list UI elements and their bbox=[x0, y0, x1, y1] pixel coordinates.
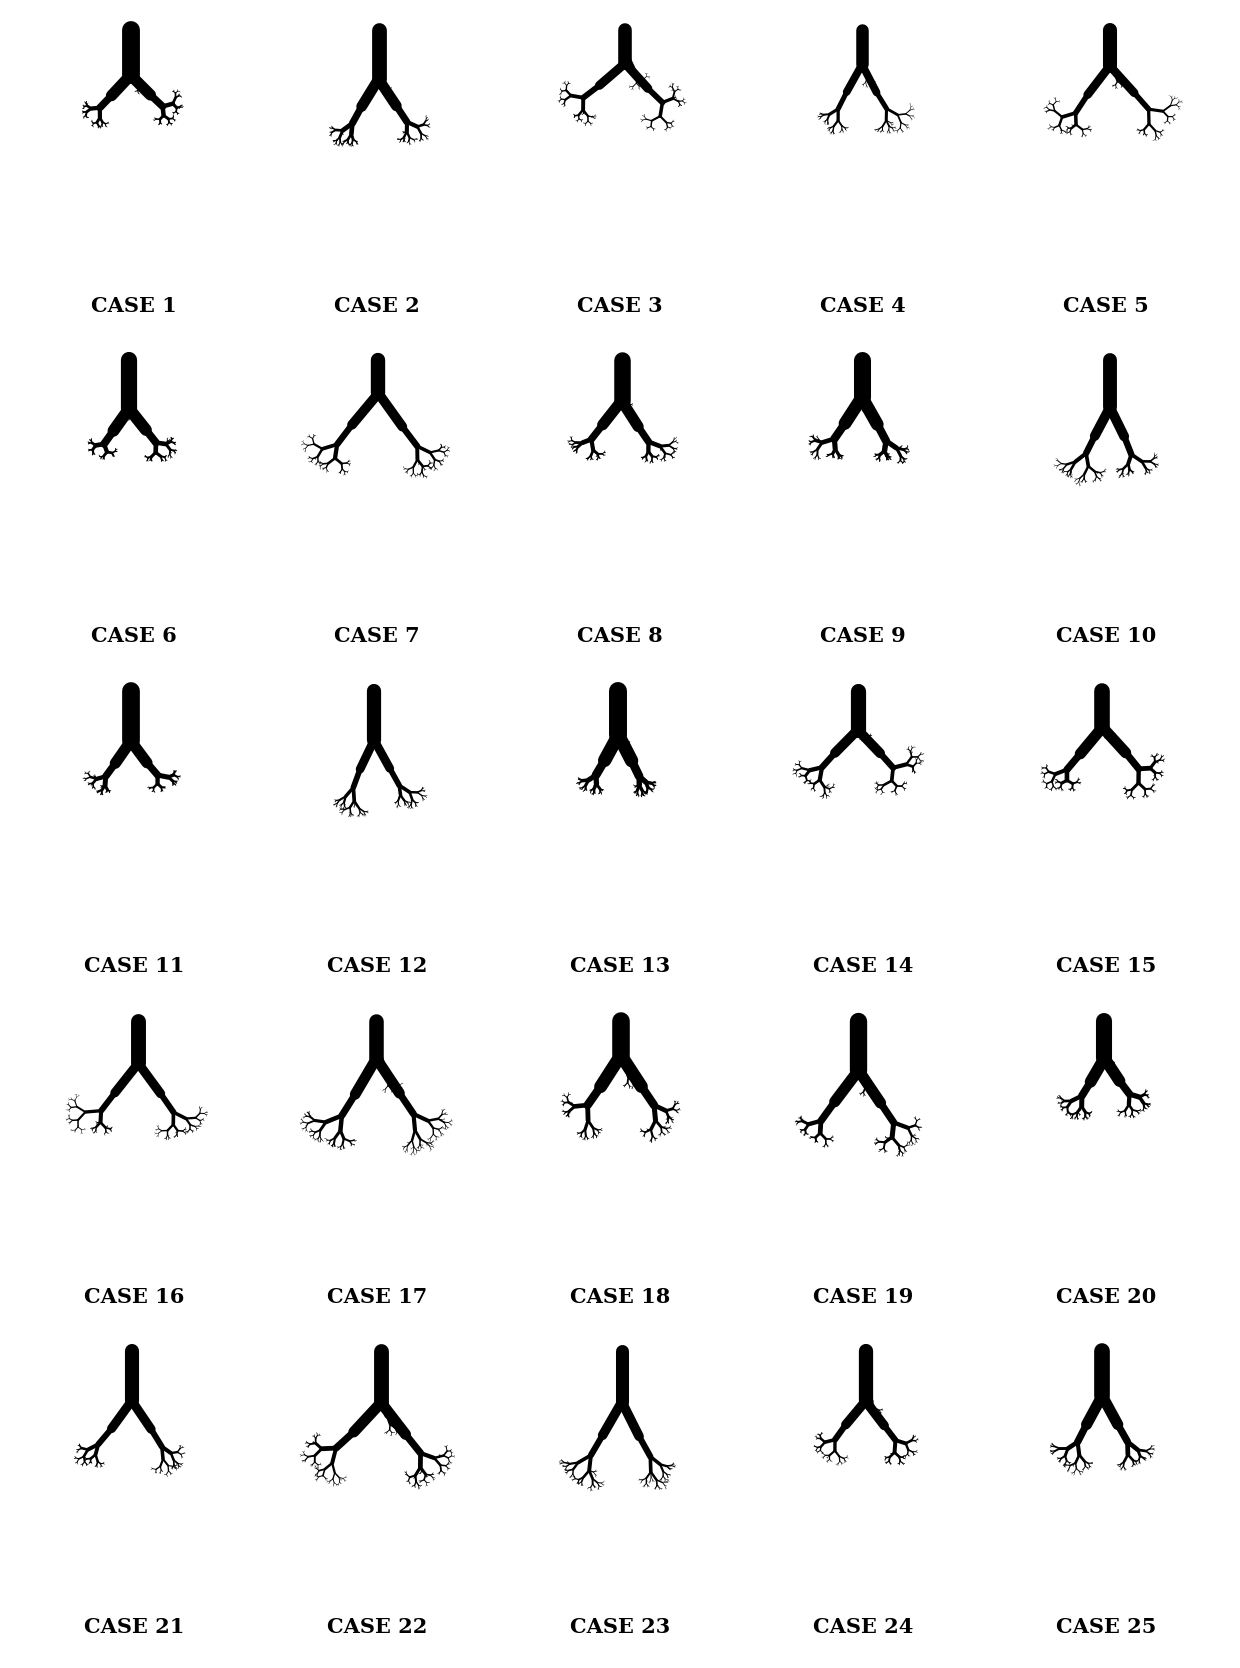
Text: CASE 10: CASE 10 bbox=[1056, 626, 1156, 646]
Text: CASE 16: CASE 16 bbox=[84, 1286, 184, 1306]
Text: CASE 7: CASE 7 bbox=[334, 626, 420, 646]
Text: CASE 1: CASE 1 bbox=[91, 295, 177, 315]
Text: CASE 21: CASE 21 bbox=[84, 1616, 184, 1636]
Text: CASE 15: CASE 15 bbox=[1056, 956, 1156, 976]
Text: CASE 19: CASE 19 bbox=[813, 1286, 913, 1306]
Text: CASE 22: CASE 22 bbox=[327, 1616, 427, 1636]
Text: CASE 3: CASE 3 bbox=[577, 295, 663, 315]
Text: CASE 5: CASE 5 bbox=[1063, 295, 1149, 315]
Text: CASE 20: CASE 20 bbox=[1056, 1286, 1156, 1306]
Text: CASE 2: CASE 2 bbox=[334, 295, 420, 315]
Text: CASE 11: CASE 11 bbox=[84, 956, 184, 976]
Text: CASE 4: CASE 4 bbox=[820, 295, 906, 315]
Text: CASE 17: CASE 17 bbox=[327, 1286, 427, 1306]
Text: CASE 23: CASE 23 bbox=[570, 1616, 670, 1636]
Text: CASE 12: CASE 12 bbox=[327, 956, 427, 976]
Text: CASE 25: CASE 25 bbox=[1056, 1616, 1156, 1636]
Text: CASE 24: CASE 24 bbox=[813, 1616, 913, 1636]
Text: CASE 8: CASE 8 bbox=[577, 626, 663, 646]
Text: CASE 13: CASE 13 bbox=[570, 956, 670, 976]
Text: CASE 9: CASE 9 bbox=[820, 626, 906, 646]
Text: CASE 14: CASE 14 bbox=[813, 956, 913, 976]
Text: CASE 6: CASE 6 bbox=[91, 626, 177, 646]
Text: CASE 18: CASE 18 bbox=[570, 1286, 670, 1306]
